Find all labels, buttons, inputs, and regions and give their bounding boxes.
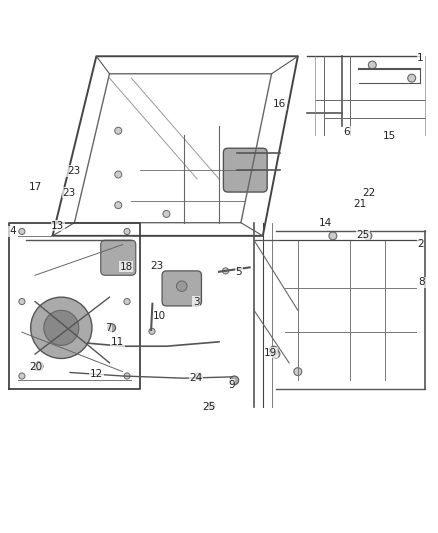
Text: 6: 6 bbox=[343, 127, 350, 136]
Text: 20: 20 bbox=[29, 362, 42, 372]
Circle shape bbox=[115, 171, 122, 178]
Circle shape bbox=[19, 373, 25, 379]
FancyBboxPatch shape bbox=[101, 240, 136, 275]
Circle shape bbox=[149, 328, 155, 334]
Text: 23: 23 bbox=[63, 188, 76, 198]
Circle shape bbox=[115, 127, 122, 134]
Circle shape bbox=[108, 324, 116, 332]
Text: 13: 13 bbox=[51, 221, 64, 231]
Text: 8: 8 bbox=[418, 277, 425, 287]
Circle shape bbox=[44, 310, 79, 345]
Text: 14: 14 bbox=[318, 217, 332, 228]
Text: 2: 2 bbox=[417, 239, 424, 249]
Circle shape bbox=[19, 229, 25, 235]
Text: 11: 11 bbox=[111, 337, 124, 347]
Text: 17: 17 bbox=[29, 182, 42, 192]
Text: 9: 9 bbox=[228, 379, 235, 390]
Circle shape bbox=[34, 362, 43, 371]
Text: 5: 5 bbox=[235, 266, 242, 277]
Text: 23: 23 bbox=[67, 166, 80, 176]
Circle shape bbox=[230, 376, 239, 385]
Circle shape bbox=[195, 373, 202, 380]
Text: 1: 1 bbox=[417, 53, 424, 63]
Circle shape bbox=[408, 74, 416, 82]
Text: 3: 3 bbox=[193, 296, 200, 306]
Circle shape bbox=[208, 402, 215, 409]
Text: 18: 18 bbox=[120, 262, 133, 271]
Circle shape bbox=[269, 346, 278, 355]
FancyBboxPatch shape bbox=[162, 271, 201, 306]
Text: 10: 10 bbox=[153, 311, 166, 320]
Text: 4: 4 bbox=[9, 227, 16, 237]
Circle shape bbox=[329, 232, 337, 240]
Text: 16: 16 bbox=[273, 100, 286, 109]
Text: 15: 15 bbox=[382, 132, 396, 141]
Text: 25: 25 bbox=[356, 230, 369, 240]
Circle shape bbox=[294, 368, 302, 376]
Circle shape bbox=[177, 281, 187, 292]
Circle shape bbox=[115, 201, 122, 209]
Text: 7: 7 bbox=[105, 323, 112, 333]
Circle shape bbox=[368, 61, 376, 69]
Text: 23: 23 bbox=[150, 261, 163, 271]
Text: 22: 22 bbox=[362, 188, 375, 198]
Circle shape bbox=[223, 268, 229, 274]
Circle shape bbox=[364, 232, 372, 240]
Circle shape bbox=[124, 298, 130, 304]
Text: 19: 19 bbox=[264, 348, 277, 358]
Text: 24: 24 bbox=[190, 373, 203, 383]
Circle shape bbox=[31, 297, 92, 359]
Text: 25: 25 bbox=[202, 402, 215, 411]
Text: 12: 12 bbox=[90, 369, 103, 379]
Circle shape bbox=[163, 211, 170, 217]
FancyBboxPatch shape bbox=[223, 148, 267, 192]
Text: 21: 21 bbox=[353, 199, 367, 209]
Circle shape bbox=[19, 298, 25, 304]
Circle shape bbox=[124, 373, 130, 379]
Circle shape bbox=[272, 350, 280, 358]
Circle shape bbox=[124, 229, 130, 235]
